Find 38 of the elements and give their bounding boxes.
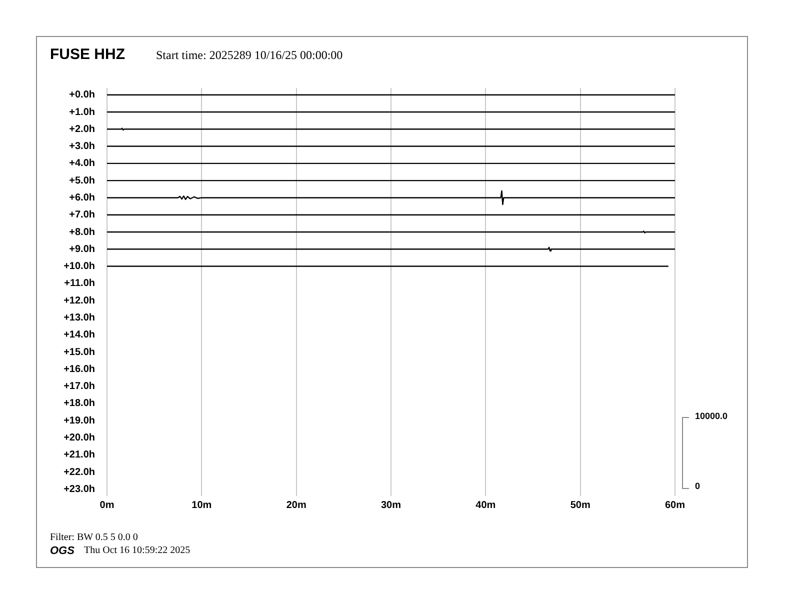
y-tick-label: +6.0h [69,192,95,204]
text: 10000.0 [695,411,728,421]
y-tick-label: +15.0h [64,346,95,358]
y-tick-label: +2.0h [69,124,95,135]
text: Thu Oct 16 10:59:22 2025 [84,545,190,556]
y-tick-label: +10.0h [64,261,95,272]
y-tick-label: +19.0h [64,415,95,426]
chart-subtitle: Start time: 2025289 10/16/25 00:00:00 [156,48,343,63]
y-tick-label: +12.0h [64,295,95,306]
y-tick-label: +13.0h [64,312,95,324]
y-tick-label: +16.0h [64,364,95,375]
x-tick-label: 60m [664,500,686,511]
y-tick-label: +17.0h [64,381,95,392]
y-tick-label: +8.0h [69,226,95,238]
x-tick-label: 30m [380,500,402,511]
y-tick-label: +0.0h [69,90,95,101]
text: Filter: BW 0.5 5 0.0 0 [50,532,138,543]
y-tick-label: +18.0h [64,398,95,410]
x-tick-label: 0m [100,500,114,511]
y-tick-label: +7.0h [69,210,95,221]
chart-title: FUSE HHZ [50,46,125,63]
x-tick-label: 10m [192,500,212,511]
x-tick-label: 40m [476,500,496,511]
text: 0 [695,481,700,491]
text: OGS [50,545,74,557]
y-tick-label: +22.0h [64,466,95,478]
y-tick-label: +23.0h [64,484,95,495]
y-tick-label: +5.0h [69,175,95,186]
y-tick-label: +3.0h [69,141,95,152]
y-tick-label: +11.0h [64,278,95,290]
y-tick-label: +21.0h [64,450,95,461]
x-tick-label: 20m [286,500,306,511]
y-tick-label: +1.0h [69,106,95,118]
y-tick-label: +4.0h [69,158,95,170]
x-tick-label: 50m [570,500,590,511]
y-tick-label: +14.0h [64,330,95,341]
y-tick-label: +9.0h [69,244,95,255]
y-tick-label: +20.0h [64,432,95,444]
